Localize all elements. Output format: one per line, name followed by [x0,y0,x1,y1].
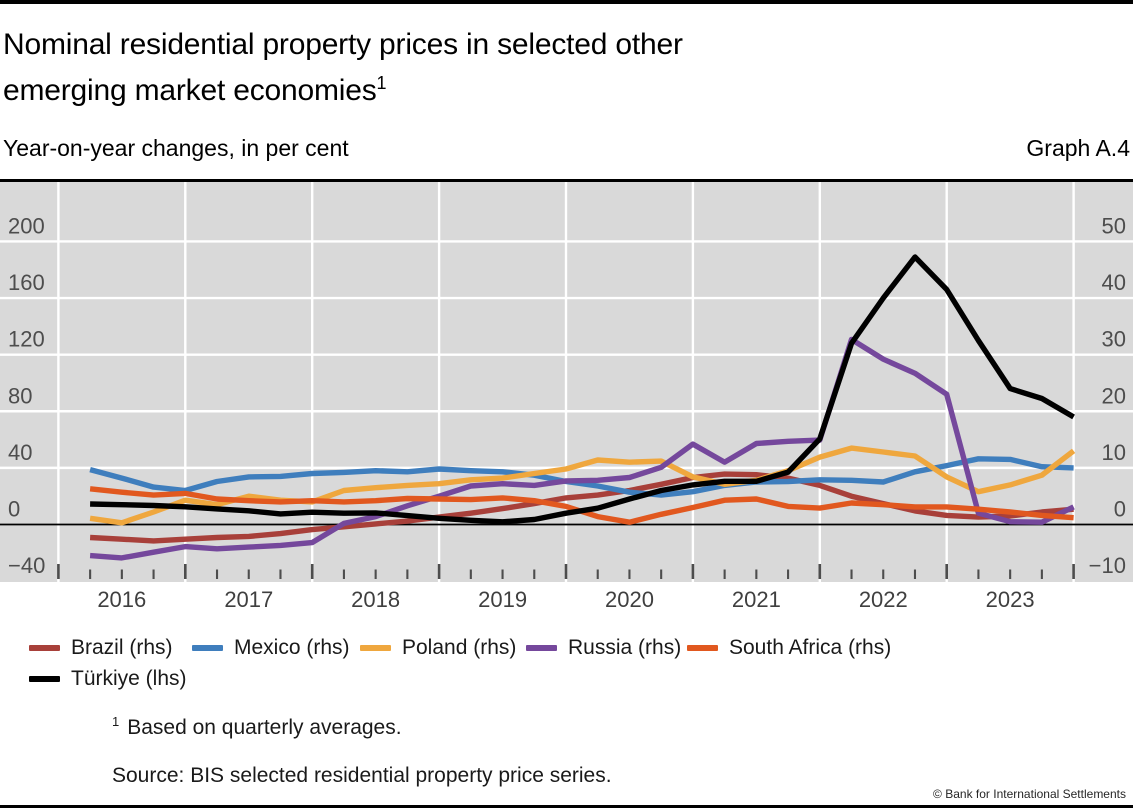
legend-item-russia: Russia (rhs) [526,636,682,659]
series-line-mexico [89,456,1074,498]
legend-label-russia: Russia (rhs) [568,636,682,659]
footnote-text: Based on quarterly averages. [127,716,402,739]
y-axis-tick-label-left: 160 [8,270,45,295]
y-axis-tick-label-left: 120 [8,327,45,352]
x-axis-year-label: 2018 [351,587,400,612]
graph-number-label: Graph A.4 [1026,135,1130,161]
x-axis-year-label: 2017 [224,587,273,612]
legend-item-turkiye: Türkiye (lhs) [29,667,187,690]
legend-swatch-brazil [29,644,60,652]
title-line-1: Nominal residential property prices in s… [3,28,683,61]
x-axis-year-label: 2021 [732,587,781,612]
y-axis-tick-label-left: 80 [8,383,32,408]
y-axis-tick-label-right: 40 [1102,270,1126,295]
y-axis-tick-label-right: 10 [1102,440,1126,465]
series-line-russia [89,336,1075,561]
copyright-text: © Bank for International Settlements [933,787,1126,801]
y-axis-tick-label-left: 0 [8,497,20,522]
x-axis-year-label: 2020 [605,587,654,612]
legend-label-brazil: Brazil (rhs) [71,636,173,659]
legend-label-poland: Poland (rhs) [402,636,517,659]
page-title: Nominal residential property prices in s… [3,22,683,114]
chart-subtitle: Year-on-year changes, in per cent [3,135,349,161]
legend-label-south-africa: South Africa (rhs) [729,636,892,659]
x-axis-year-label: 2016 [97,587,146,612]
legend-item-brazil: Brazil (rhs) [29,636,173,659]
legend-label-mexico: Mexico (rhs) [234,636,350,659]
legend-item-south-africa: South Africa (rhs) [687,636,892,659]
legend-item-mexico: Mexico (rhs) [192,636,350,659]
chart-plot: 200 160 120 80 40 0 −40 50 40 30 20 10 0 −10 2016 2017 2… [0,179,1133,612]
legend-swatch-mexico [192,644,223,652]
footnote-marker: 1 [112,714,120,729]
y-axis-tick-label-right: 20 [1102,383,1126,408]
series-line-brazil [89,471,1074,544]
title-footnote-marker: 1 [376,73,387,93]
legend-label-turkiye: Türkiye (lhs) [71,667,187,690]
x-axis-year-label: 2022 [859,587,908,612]
series-line-poland [89,445,1076,526]
legend-swatch-turkiye [29,675,60,683]
title-line-2: emerging market economies [3,74,377,107]
footnote: 1 Based on quarterly averages. [112,714,402,740]
y-axis-tick-label-right: −10 [1089,553,1126,578]
subtitle-row: Year-on-year changes, in per cent Graph … [3,135,1130,162]
y-axis-tick-label-right: 30 [1102,327,1126,352]
legend-swatch-russia [526,644,557,652]
x-axis-year-label: 2019 [478,587,527,612]
legend-swatch-south-africa [687,644,718,652]
legend-item-poland: Poland (rhs) [360,636,517,659]
y-axis-tick-label-right: 50 [1102,213,1126,238]
y-axis-tick-label-right: 0 [1114,497,1126,522]
bottom-rule [0,805,1133,808]
y-axis-tick-label-left: 200 [8,213,45,238]
series-line-turkiye [90,254,1075,525]
y-axis-tick-label-left: 40 [8,440,32,465]
plot-top-rule [0,179,1133,182]
source-text: Source: BIS selected residential propert… [112,764,612,787]
top-rule [0,0,1133,4]
legend-swatch-poland [360,644,391,652]
y-axis-tick-label-left: −40 [8,553,45,578]
x-axis-year-label: 2023 [986,587,1035,612]
